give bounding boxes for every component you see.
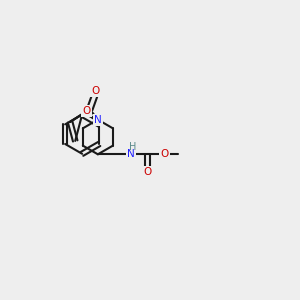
Text: N: N (128, 149, 135, 159)
Text: N: N (94, 115, 102, 125)
Text: O: O (92, 86, 100, 96)
Text: O: O (143, 167, 152, 177)
Text: O: O (160, 149, 169, 159)
Text: O: O (82, 106, 91, 116)
Text: H: H (129, 142, 136, 152)
